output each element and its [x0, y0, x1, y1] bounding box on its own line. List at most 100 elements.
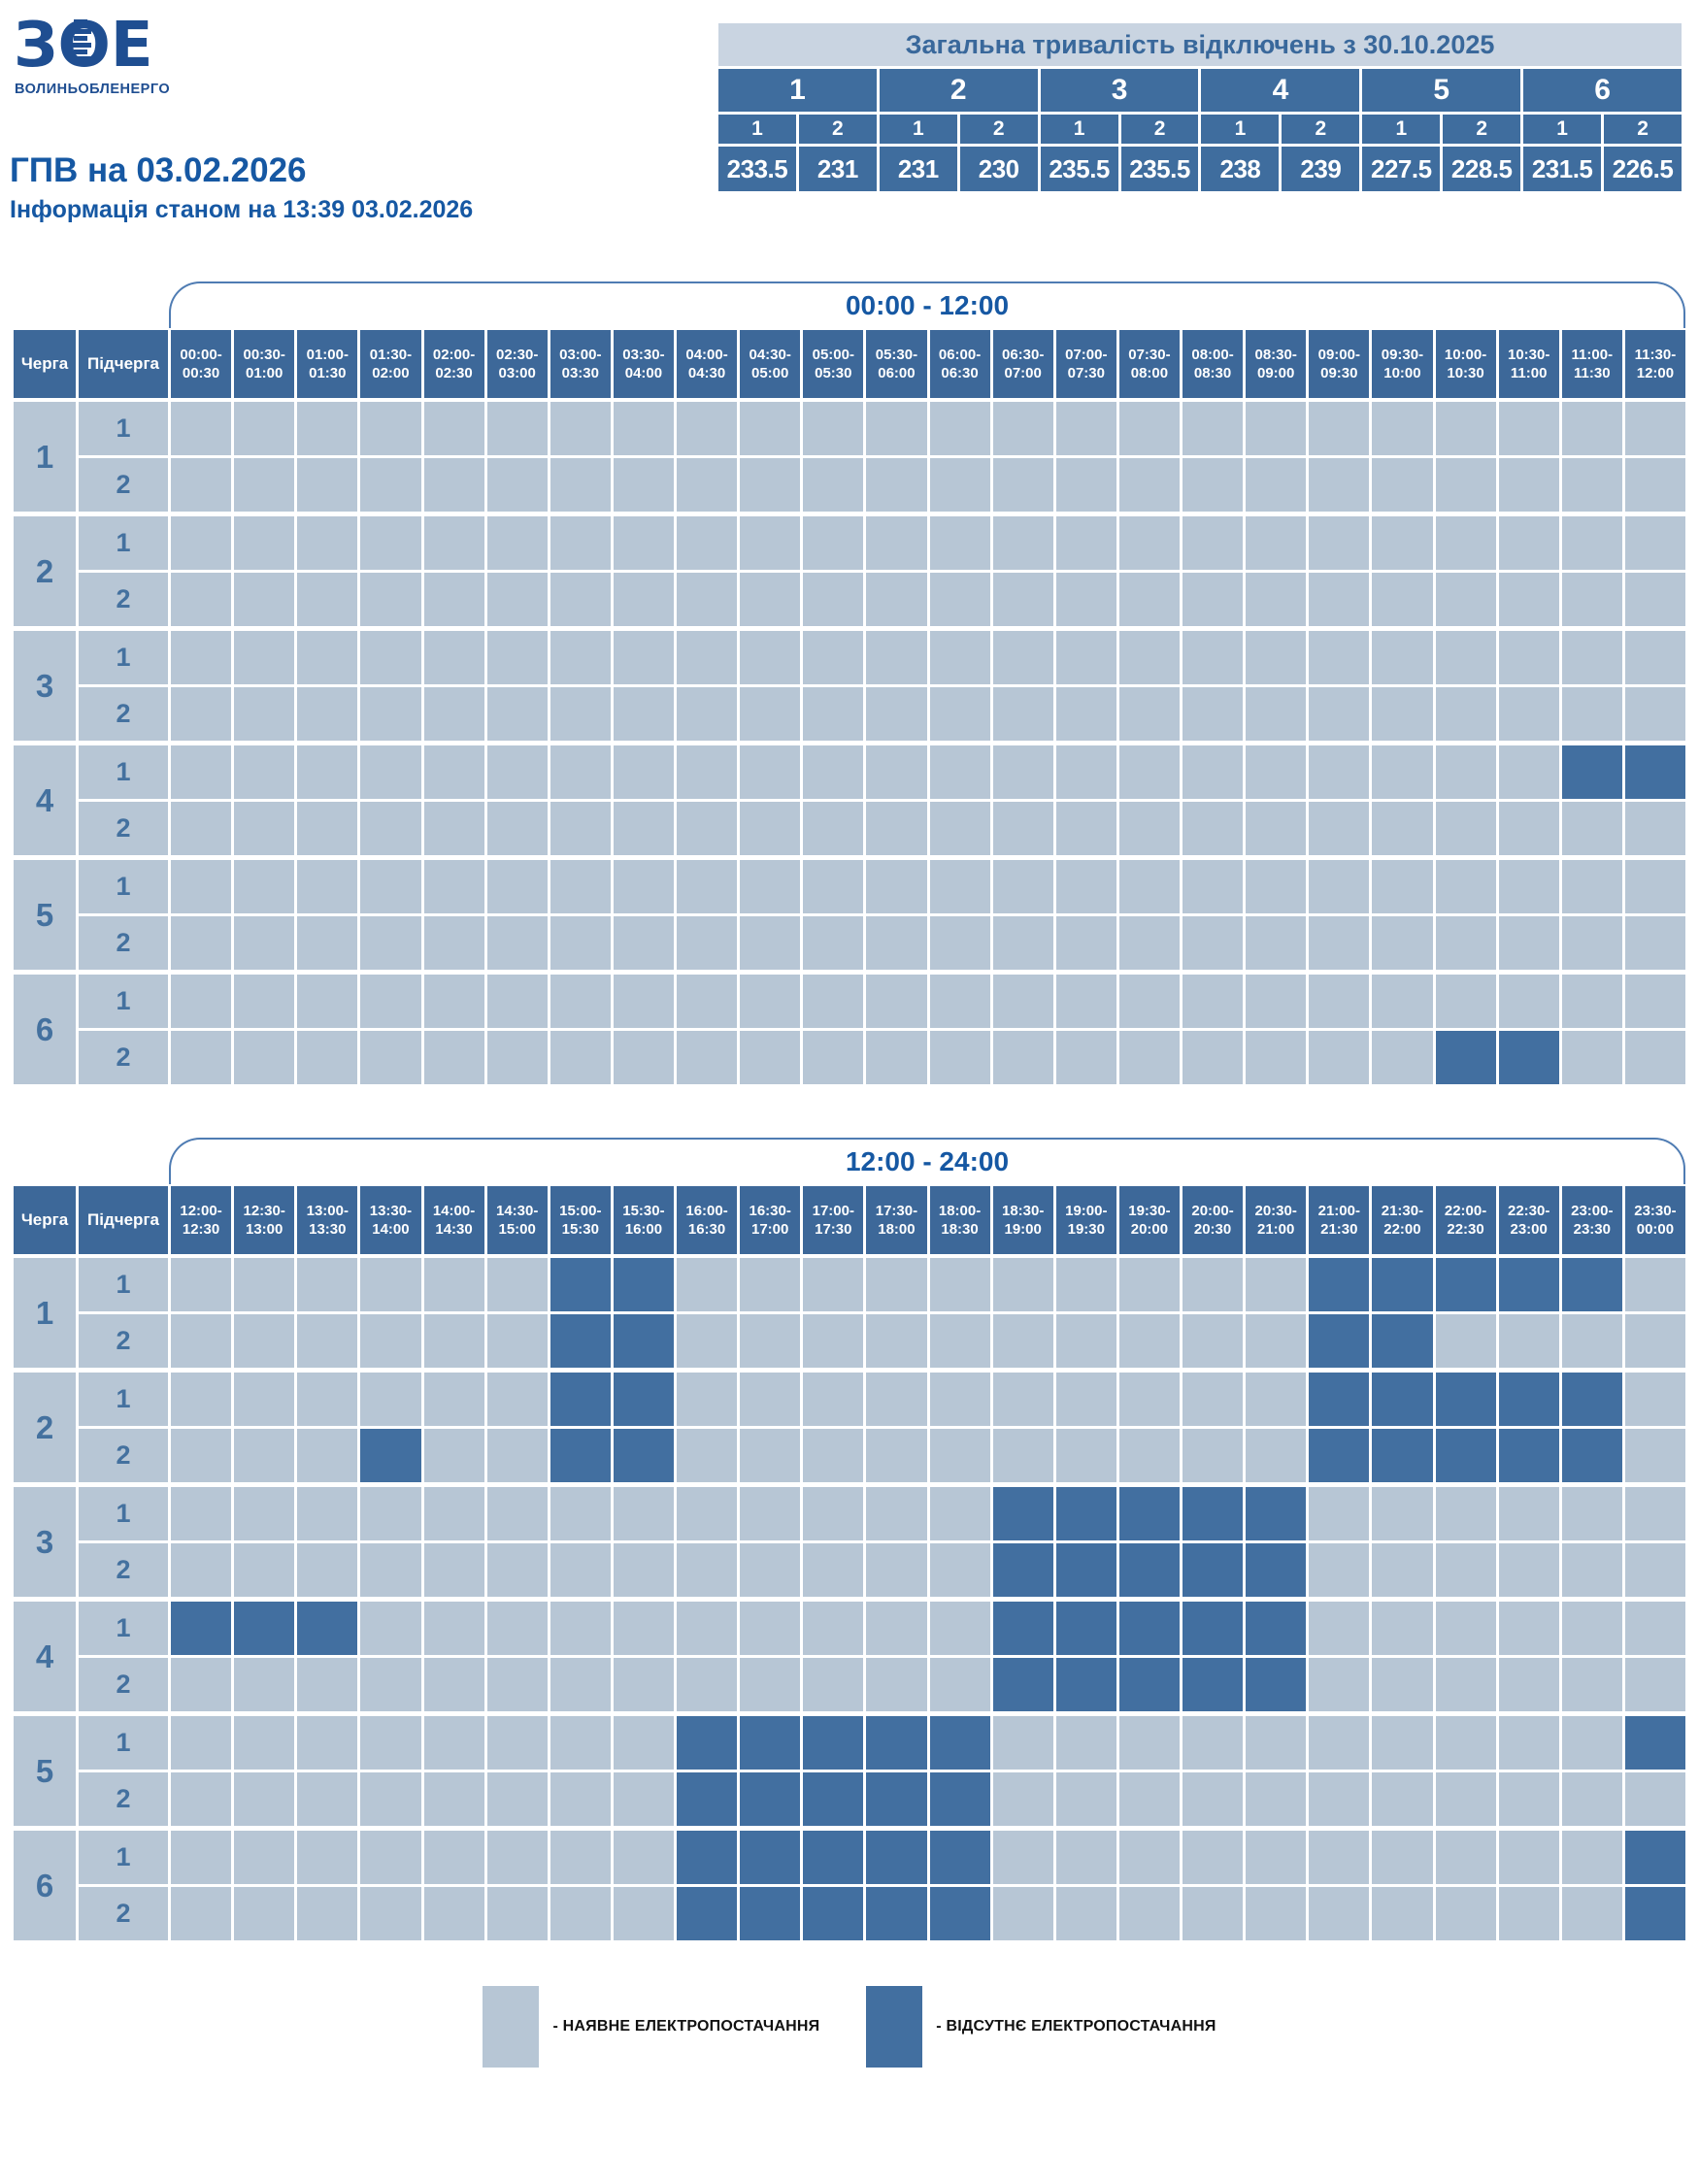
power-cell — [1246, 1716, 1307, 1770]
power-cell — [677, 458, 738, 512]
power-cell — [550, 1487, 611, 1540]
power-cell — [1246, 402, 1307, 455]
time-range-bracket: 12:00 - 24:00 — [169, 1138, 1685, 1184]
power-cell — [1624, 916, 1685, 970]
power-cell — [234, 916, 295, 970]
power-cell — [234, 745, 295, 799]
power-cell — [1118, 573, 1180, 626]
power-cell — [929, 1543, 990, 1597]
power-cell — [297, 1887, 358, 1940]
power-cell — [1435, 1314, 1496, 1368]
outage-cell — [740, 1716, 801, 1770]
power-cell — [1309, 1602, 1370, 1655]
power-cell — [423, 1429, 484, 1482]
company-logo: ЗОЕ ВОЛИНЬОБЛЕНЕРГО — [14, 8, 208, 110]
power-cell — [171, 1716, 232, 1770]
subqueue-label: 2 — [79, 458, 168, 512]
power-cell — [992, 975, 1053, 1028]
power-cell — [1183, 1031, 1244, 1084]
power-cell — [613, 1887, 674, 1940]
power-cell — [1435, 573, 1496, 626]
power-cell — [1561, 1314, 1622, 1368]
power-cell — [992, 1772, 1053, 1826]
summary-value-cell: 228.5 — [1443, 147, 1521, 191]
power-cell — [360, 1658, 421, 1711]
power-cell — [1118, 1887, 1180, 1940]
power-cell — [1624, 1373, 1685, 1426]
queue-label: 5 — [14, 860, 76, 970]
outage-cell — [677, 1887, 738, 1940]
legend-off-swatch — [866, 1986, 923, 2068]
power-cell — [1055, 1031, 1116, 1084]
power-cell — [423, 1487, 484, 1540]
outage-cell — [1246, 1487, 1307, 1540]
power-cell — [1561, 573, 1622, 626]
power-cell — [1372, 916, 1433, 970]
power-cell — [613, 631, 674, 684]
power-cell — [1183, 1373, 1244, 1426]
time-slot-header: 02:30- 03:00 — [486, 330, 548, 398]
time-slot-header: 20:30- 21:00 — [1246, 1186, 1307, 1254]
summary-value-cell: 235.5 — [1040, 147, 1118, 191]
power-cell — [423, 1031, 484, 1084]
summary-group-cell: 1 — [718, 69, 877, 112]
outage-cell — [613, 1373, 674, 1426]
power-cell — [1498, 1314, 1559, 1368]
power-cell — [992, 1831, 1053, 1884]
time-slot-header: 10:30- 11:00 — [1498, 330, 1559, 398]
power-cell — [803, 687, 864, 741]
power-cell — [234, 1429, 295, 1482]
power-cell — [1055, 802, 1116, 855]
power-cell — [740, 1031, 801, 1084]
time-slot-header: 22:30- 23:00 — [1498, 1186, 1559, 1254]
summary-value-cell: 235.5 — [1120, 147, 1199, 191]
subqueue-column-header: Підчерга — [79, 1186, 168, 1254]
power-cell — [1183, 573, 1244, 626]
outage-cell — [992, 1543, 1053, 1597]
outage-cell — [1183, 1602, 1244, 1655]
power-cell — [423, 1543, 484, 1597]
power-cell — [677, 745, 738, 799]
power-cell — [171, 802, 232, 855]
power-cell — [1118, 458, 1180, 512]
power-cell — [1624, 631, 1685, 684]
outage-cell — [1561, 745, 1622, 799]
power-cell — [423, 573, 484, 626]
power-cell — [171, 1373, 232, 1426]
power-cell — [234, 402, 295, 455]
power-cell — [929, 458, 990, 512]
power-cell — [1246, 1831, 1307, 1884]
power-cell — [1372, 802, 1433, 855]
power-cell — [1309, 1031, 1370, 1084]
power-cell — [1561, 1658, 1622, 1711]
power-cell — [423, 916, 484, 970]
outage-cell — [740, 1887, 801, 1940]
summary-subgroup-cell: 1 — [1201, 115, 1280, 144]
power-cell — [1118, 516, 1180, 570]
power-cell — [677, 1429, 738, 1482]
power-cell — [929, 516, 990, 570]
power-cell — [1624, 1543, 1685, 1597]
power-cell — [929, 916, 990, 970]
power-cell — [1246, 745, 1307, 799]
power-cell — [486, 1887, 548, 1940]
power-cell — [1309, 687, 1370, 741]
power-cell — [486, 745, 548, 799]
power-cell — [866, 1543, 927, 1597]
outage-cell — [1624, 1887, 1685, 1940]
power-cell — [1055, 573, 1116, 626]
power-cell — [1624, 975, 1685, 1028]
power-cell — [1435, 631, 1496, 684]
power-cell — [1561, 1602, 1622, 1655]
power-cell — [297, 916, 358, 970]
power-cell — [234, 1031, 295, 1084]
power-cell — [1624, 1658, 1685, 1711]
power-cell — [297, 1716, 358, 1770]
power-cell — [297, 975, 358, 1028]
power-cell — [929, 1258, 990, 1311]
power-cell — [297, 516, 358, 570]
